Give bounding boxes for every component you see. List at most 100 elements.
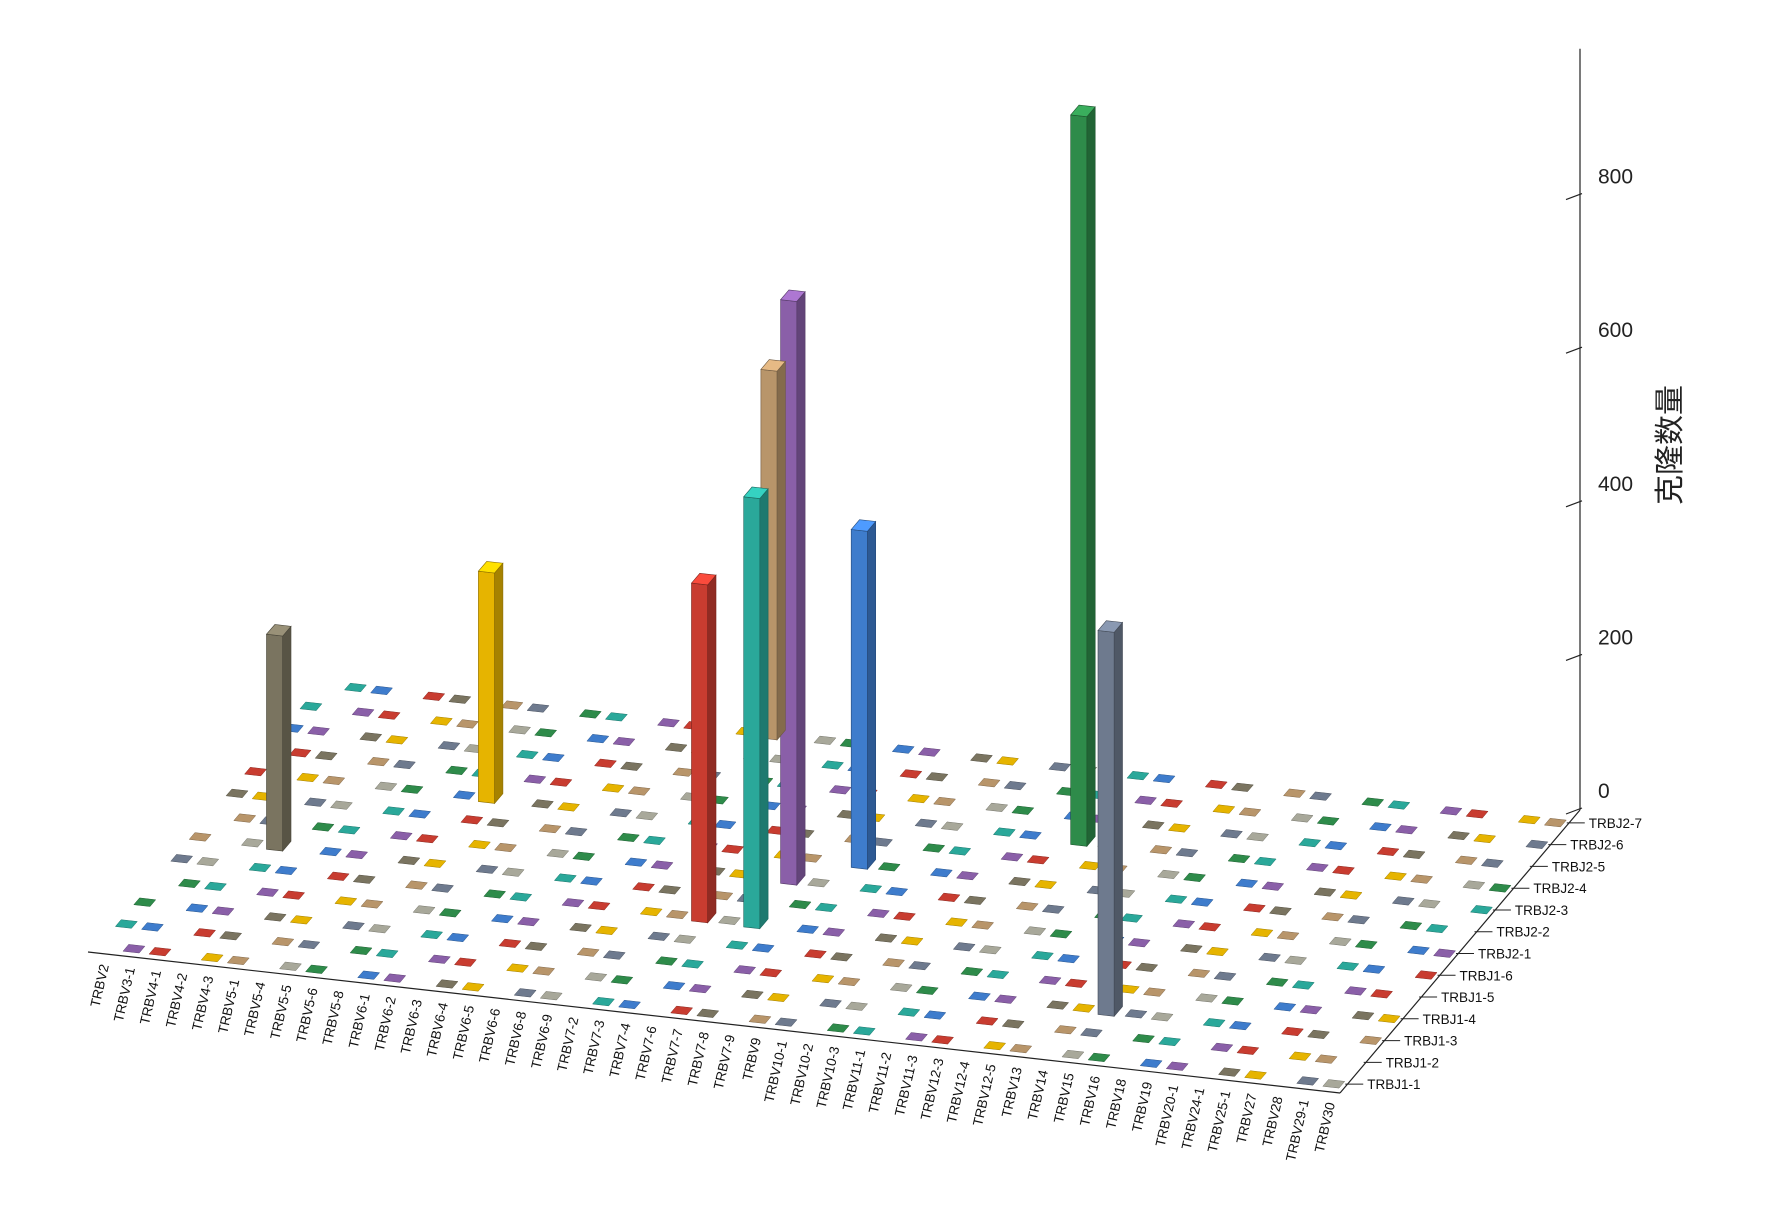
bar-mark [1322, 1079, 1346, 1089]
bar-mark [1298, 838, 1322, 848]
bar-mark [945, 917, 968, 927]
bar-mark [767, 992, 790, 1002]
bar-mark [975, 1016, 999, 1026]
bar-mark [382, 806, 405, 816]
bar-mark [592, 997, 615, 1007]
bar-mark [1525, 839, 1549, 849]
bar-mark [431, 883, 454, 893]
bar-mark [733, 965, 757, 975]
bar-mark [508, 725, 531, 735]
bar-mark [1480, 858, 1504, 868]
bar-mark [874, 933, 898, 943]
bar-mark [523, 774, 547, 784]
x-tick-label: TRBV6-1 [346, 992, 373, 1049]
z-tick-mark [1565, 346, 1583, 354]
x-tick-label: TRBV10-3 [814, 1045, 843, 1110]
bar-mark [673, 934, 697, 944]
y-tick-label: TRBJ2-6 [1570, 838, 1623, 853]
bar-mark [1097, 620, 1124, 1018]
bar-mark [446, 932, 470, 943]
x-tick-label: TRBV11-3 [892, 1054, 921, 1118]
bar-mark [1332, 865, 1355, 875]
bar-mark [604, 712, 628, 722]
bar-mark [914, 818, 938, 828]
bar-mark [1368, 822, 1392, 832]
bar-mark [1210, 1042, 1234, 1052]
bar-mark [288, 748, 312, 758]
bar-mark [774, 1017, 798, 1027]
bar-mark [1213, 971, 1237, 981]
bar-mark [1183, 872, 1206, 882]
bar-mark [811, 974, 835, 984]
x-tick-label: TRBV11-1 [840, 1048, 869, 1112]
bar-mark [389, 831, 413, 841]
bar-mark [196, 857, 220, 867]
z-tick-label: 0 [1598, 780, 1610, 803]
x-tick-label: TRBV15 [1051, 1071, 1077, 1124]
bar-mark [1160, 798, 1184, 808]
bar-mark [1273, 1002, 1297, 1012]
bar-mark [1269, 906, 1292, 916]
bar-mark [814, 902, 838, 912]
bar-mark [647, 931, 671, 941]
bar-mark [1150, 1012, 1174, 1022]
bar-mark [639, 907, 663, 917]
bar-mark [1221, 996, 1245, 1006]
bar-mark [445, 765, 468, 775]
bar-mark [576, 947, 600, 957]
bar-mark [948, 846, 972, 856]
bar-mark [612, 737, 636, 747]
bar-mark [893, 911, 916, 921]
bar-mark [366, 757, 390, 767]
bar-mark [1015, 901, 1039, 911]
x-tick-label: TRBV5-1 [215, 978, 242, 1035]
bar-mark [994, 994, 1017, 1004]
bar-mark [670, 1005, 694, 1015]
bar-mark [1296, 1076, 1320, 1086]
bar-mark [1316, 816, 1340, 826]
bar-mark [461, 982, 485, 992]
bar-mark [307, 726, 330, 736]
bar-mark [297, 940, 321, 950]
bar-mark [1149, 845, 1173, 855]
z-tick-mark [1565, 653, 1583, 661]
bar-mark [515, 749, 539, 760]
bar-mark [330, 800, 353, 810]
bar-mark [1439, 806, 1463, 816]
bar-mark [1309, 791, 1332, 801]
y-tick-label: TRBJ1-1 [1367, 1077, 1420, 1092]
x-tick-label: TRBV6-3 [398, 998, 425, 1055]
x-tick-label: TRBV12-5 [970, 1063, 999, 1128]
bar-mark [1175, 848, 1199, 858]
bar-mark [1057, 954, 1080, 964]
z-tick-label: 600 [1598, 319, 1633, 342]
bar-mark [1384, 871, 1407, 881]
bar-mark [271, 937, 295, 947]
bar-mark [657, 718, 680, 728]
bar-mark [263, 912, 287, 922]
bar-mark [996, 756, 1019, 766]
x-tick-label: TRBV28 [1260, 1095, 1286, 1148]
bar-mark [688, 984, 712, 994]
bar-mark [569, 922, 592, 932]
bar-mark [311, 822, 335, 832]
bar-mark [377, 710, 401, 720]
bar-mark [891, 744, 915, 754]
bar-mark [427, 954, 451, 964]
bar-mark [1321, 912, 1344, 922]
bar-mark [1019, 830, 1042, 840]
bar-mark [751, 943, 775, 953]
bar-mark [374, 781, 398, 791]
bar-mark [1258, 952, 1281, 962]
bar-mark [819, 998, 842, 1008]
bar-mark [1387, 800, 1411, 810]
bar-mark [601, 783, 625, 793]
bar-mark [314, 751, 338, 761]
bar-mark [490, 914, 514, 924]
z-tick-mark [1565, 500, 1583, 508]
bar-mark [1288, 1051, 1312, 1061]
bar-mark [477, 561, 504, 805]
bar-mark [1072, 1003, 1096, 1013]
bar-mark [929, 868, 953, 878]
bar-mark [1132, 1034, 1155, 1044]
